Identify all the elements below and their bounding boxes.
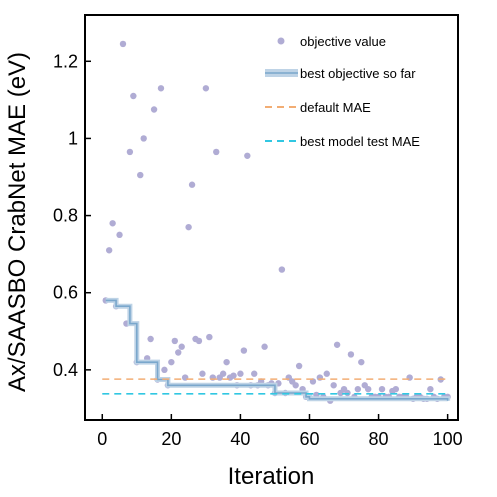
objective-point [116,231,123,239]
objective-point [278,266,286,273]
objective-point [188,181,196,188]
x-tick-label: 40 [230,429,250,449]
objective-point [213,148,220,156]
objective-point [292,382,299,389]
reference-lines-group [102,378,448,395]
objective-point [230,372,237,379]
legend-objective-label: objective value [300,34,386,49]
y-tick-label: 1.2 [53,51,78,71]
objective-point [427,385,434,393]
objective-point [358,358,365,366]
best-objective-band [105,297,451,402]
objective-point [168,358,175,366]
objective-point [295,362,303,370]
objective-point [206,333,213,341]
objective-point [119,40,127,48]
objective-point [185,223,192,231]
x-tick-label: 60 [299,429,319,449]
objective-point [365,385,372,393]
objective-point [147,335,154,343]
objective-point [219,370,227,377]
objective-point [378,385,386,393]
objective-point [244,152,251,159]
objective-point [223,358,230,366]
objective-point [109,220,116,227]
objective-point [140,135,147,142]
objective-point [137,171,144,179]
y-tick-label: 0.4 [53,360,78,380]
x-tick-label: 80 [369,429,389,449]
objective-points-group [102,40,451,404]
x-tick-label: 20 [161,429,181,449]
legend-best-label: best objective so far [300,66,416,81]
y-axis-ticks: 0.4 0.6 0.8 1 1.2 [53,51,91,380]
objective-point [333,341,341,348]
best-objective-line [105,299,449,401]
x-tick-label: 100 [433,429,463,449]
objective-point [202,85,210,92]
objective-point [178,343,185,350]
objective-point [126,148,134,156]
x-axis-ticks: 0 20 40 60 80 100 [97,414,463,449]
x-tick-label: 0 [97,429,107,449]
objective-point [130,92,137,100]
x-axis-title: Iteration [228,463,315,490]
objective-point [161,366,168,374]
objective-point [323,370,330,377]
legend-best-model-label: best model test MAE [300,134,420,149]
objective-point [150,106,158,113]
objective-point [199,370,206,377]
objective-point [354,385,362,393]
objective-point [171,337,178,345]
objective-point [251,370,258,377]
objective-point [330,382,337,389]
objective-point [175,349,182,356]
legend: objective value best objective so far de… [265,34,420,149]
legend-default-label: default MAE [300,100,371,115]
best-objective-line-group [105,297,451,402]
objective-point [195,337,203,345]
plot-frame [84,14,459,421]
objective-point [392,385,400,393]
objective-point [157,85,165,92]
legend-objective-marker [277,37,285,45]
objective-point [261,343,268,350]
y-axis-title: Ax/SAASBO CrabNet MAE (eV) [4,52,31,392]
objective-point [105,247,113,254]
y-tick-label: 0.6 [53,283,78,303]
objective-point [347,351,355,358]
objective-point [240,347,248,354]
y-tick-label: 1 [68,128,78,148]
objective-point [237,370,244,377]
y-tick-label: 0.8 [53,206,78,226]
